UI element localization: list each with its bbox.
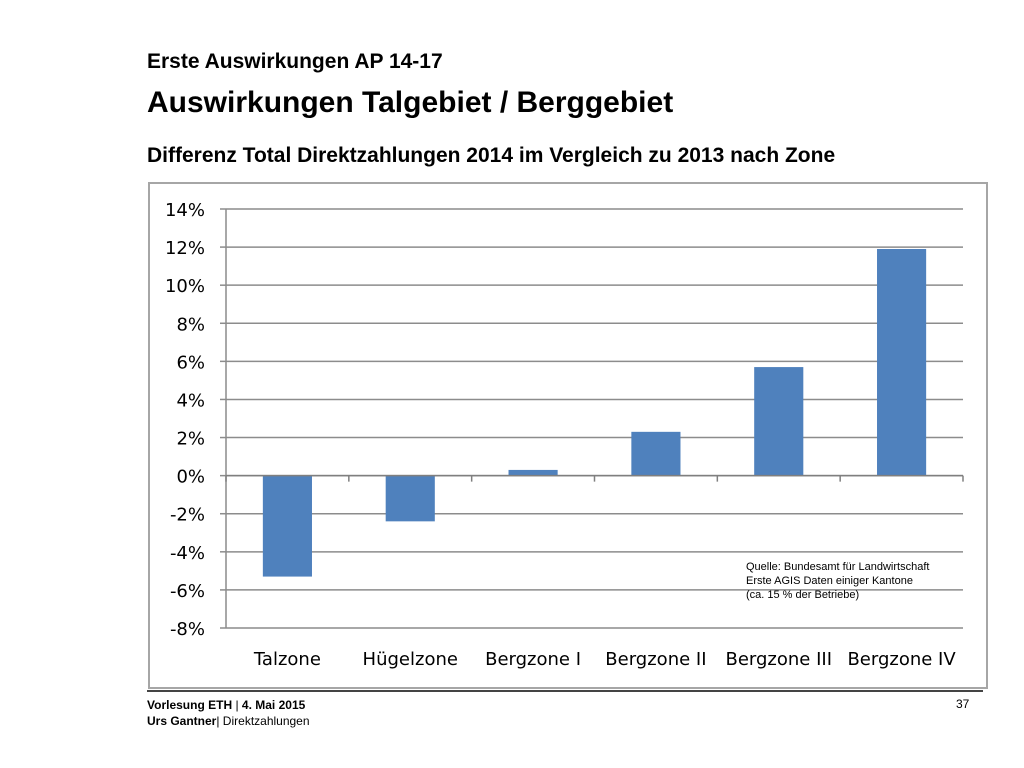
slide-heading: Auswirkungen Talgebiet / Berggebiet bbox=[147, 86, 674, 119]
bar bbox=[385, 475, 435, 522]
y-tick-label: 8% bbox=[176, 314, 205, 335]
footer-lecture: Vorlesung ETH bbox=[147, 698, 233, 712]
footer-author: Urs Gantner bbox=[147, 714, 217, 728]
data-note-line: Erste AGIS Daten einiger Kantone bbox=[746, 575, 913, 587]
category-label: Bergzone IV bbox=[847, 649, 956, 670]
y-tick-label: -2% bbox=[170, 505, 205, 526]
y-tick-label: 4% bbox=[176, 390, 205, 411]
y-tick-label: 2% bbox=[176, 429, 205, 450]
page-number: 37 bbox=[956, 697, 970, 711]
y-tick-label: 0% bbox=[176, 467, 205, 488]
y-tick-label: -4% bbox=[170, 543, 205, 564]
chart-heading: Differenz Total Direktzahlungen 2014 im … bbox=[147, 144, 836, 167]
footer-divider bbox=[147, 690, 983, 692]
footer-separator: | bbox=[232, 698, 242, 712]
category-label: Hügelzone bbox=[363, 649, 458, 670]
footer-date: 4. Mai 2015 bbox=[241, 698, 306, 712]
footer-info: Vorlesung ETH | 4. Mai 2015 Urs Gantner|… bbox=[147, 697, 310, 729]
category-label: Bergzone II bbox=[605, 649, 706, 670]
chart-frame bbox=[148, 182, 988, 689]
slide-subheading: Erste Auswirkungen AP 14-17 bbox=[147, 50, 443, 73]
footer-topic: | Direktzahlungen bbox=[216, 714, 310, 728]
source-line: Quelle: Bundesamt für Landwirtschaft bbox=[746, 561, 930, 573]
bar bbox=[631, 431, 681, 476]
y-tick-label: -6% bbox=[170, 581, 205, 602]
category-label: Bergzone I bbox=[485, 649, 581, 670]
y-tick-label: 14% bbox=[165, 200, 205, 221]
bar bbox=[877, 248, 927, 476]
bar bbox=[262, 475, 312, 577]
data-note-share: (ca. 15 % der Betriebe) bbox=[746, 589, 860, 601]
y-tick-label: -8% bbox=[170, 619, 205, 640]
y-tick-label: 6% bbox=[176, 352, 205, 373]
y-tick-label: 12% bbox=[165, 238, 205, 259]
category-label: Talzone bbox=[253, 649, 321, 670]
source-note: Quelle: Bundesamt für Landwirtschaft Ers… bbox=[746, 560, 976, 602]
bar bbox=[508, 469, 558, 476]
bar bbox=[754, 367, 804, 476]
category-label: Bergzone III bbox=[725, 649, 832, 670]
y-tick-label: 10% bbox=[165, 276, 205, 297]
